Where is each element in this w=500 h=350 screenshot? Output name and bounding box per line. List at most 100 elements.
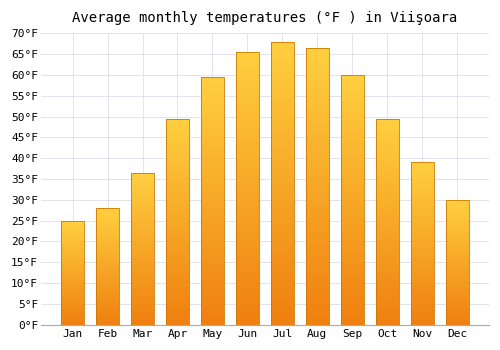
Bar <box>411 182 434 183</box>
Bar <box>411 209 434 211</box>
Bar <box>166 156 189 158</box>
Bar <box>166 139 189 141</box>
Bar <box>306 159 328 161</box>
Bar <box>271 112 293 115</box>
Bar <box>62 279 84 280</box>
Bar <box>201 119 224 121</box>
Bar <box>306 173 328 175</box>
Bar <box>411 164 434 166</box>
Bar <box>62 272 84 273</box>
Bar <box>96 247 119 248</box>
Bar <box>166 154 189 156</box>
Bar <box>96 208 119 325</box>
Bar <box>131 293 154 294</box>
Bar <box>166 166 189 168</box>
Bar <box>411 255 434 257</box>
Bar <box>166 168 189 170</box>
Bar <box>306 92 328 95</box>
Bar <box>201 203 224 206</box>
Bar <box>411 308 434 310</box>
Bar <box>446 250 468 251</box>
Bar <box>306 289 328 292</box>
Bar <box>201 223 224 226</box>
Bar <box>236 208 259 210</box>
Bar <box>306 241 328 244</box>
Bar <box>131 320 154 322</box>
Bar <box>411 310 434 312</box>
Bar <box>376 308 398 310</box>
Bar <box>201 191 224 194</box>
Bar <box>131 214 154 215</box>
Bar <box>341 80 363 82</box>
Bar <box>306 89 328 92</box>
Bar <box>236 254 259 257</box>
Bar <box>341 77 363 80</box>
Bar <box>166 201 189 203</box>
Bar <box>96 226 119 227</box>
Bar <box>376 288 398 290</box>
Bar <box>166 131 189 133</box>
Bar <box>166 133 189 135</box>
Bar <box>166 119 189 121</box>
Bar <box>62 225 84 226</box>
Bar <box>306 272 328 275</box>
Bar <box>131 323 154 325</box>
Bar <box>236 128 259 131</box>
Bar <box>306 206 328 208</box>
Bar <box>411 282 434 284</box>
Bar <box>166 292 189 294</box>
Bar <box>271 313 293 316</box>
Bar <box>411 318 434 320</box>
Bar <box>62 270 84 271</box>
Bar <box>411 321 434 323</box>
Bar <box>201 198 224 201</box>
Bar <box>96 228 119 229</box>
Bar <box>166 137 189 139</box>
Bar <box>131 183 154 185</box>
Bar <box>341 270 363 272</box>
Bar <box>236 52 259 325</box>
Bar <box>62 252 84 253</box>
Bar <box>271 214 293 217</box>
Bar <box>306 302 328 305</box>
Bar <box>236 106 259 109</box>
Bar <box>411 208 434 209</box>
Bar <box>166 228 189 230</box>
Bar <box>271 47 293 50</box>
Bar <box>446 267 468 268</box>
Bar <box>131 243 154 244</box>
Bar <box>62 303 84 304</box>
Bar <box>376 119 398 325</box>
Bar <box>376 292 398 294</box>
Bar <box>166 178 189 181</box>
Bar <box>411 221 434 222</box>
Bar <box>306 292 328 294</box>
Bar <box>131 287 154 288</box>
Bar <box>62 286 84 287</box>
Bar <box>306 195 328 197</box>
Bar <box>236 199 259 202</box>
Bar <box>131 272 154 273</box>
Bar <box>341 155 363 157</box>
Bar <box>446 251 468 252</box>
Bar <box>341 95 363 97</box>
Bar <box>201 144 224 146</box>
Bar <box>376 261 398 263</box>
Bar <box>271 42 293 325</box>
Bar <box>236 281 259 284</box>
Bar <box>166 123 189 125</box>
Bar <box>306 300 328 302</box>
Bar <box>376 224 398 226</box>
Bar <box>166 284 189 286</box>
Bar <box>411 178 434 180</box>
Bar <box>201 315 224 317</box>
Bar <box>446 297 468 299</box>
Bar <box>376 178 398 181</box>
Bar <box>96 233 119 234</box>
Bar <box>236 186 259 188</box>
Bar <box>96 209 119 210</box>
Bar <box>341 197 363 200</box>
Bar <box>306 112 328 114</box>
Bar <box>62 289 84 290</box>
Bar <box>341 117 363 120</box>
